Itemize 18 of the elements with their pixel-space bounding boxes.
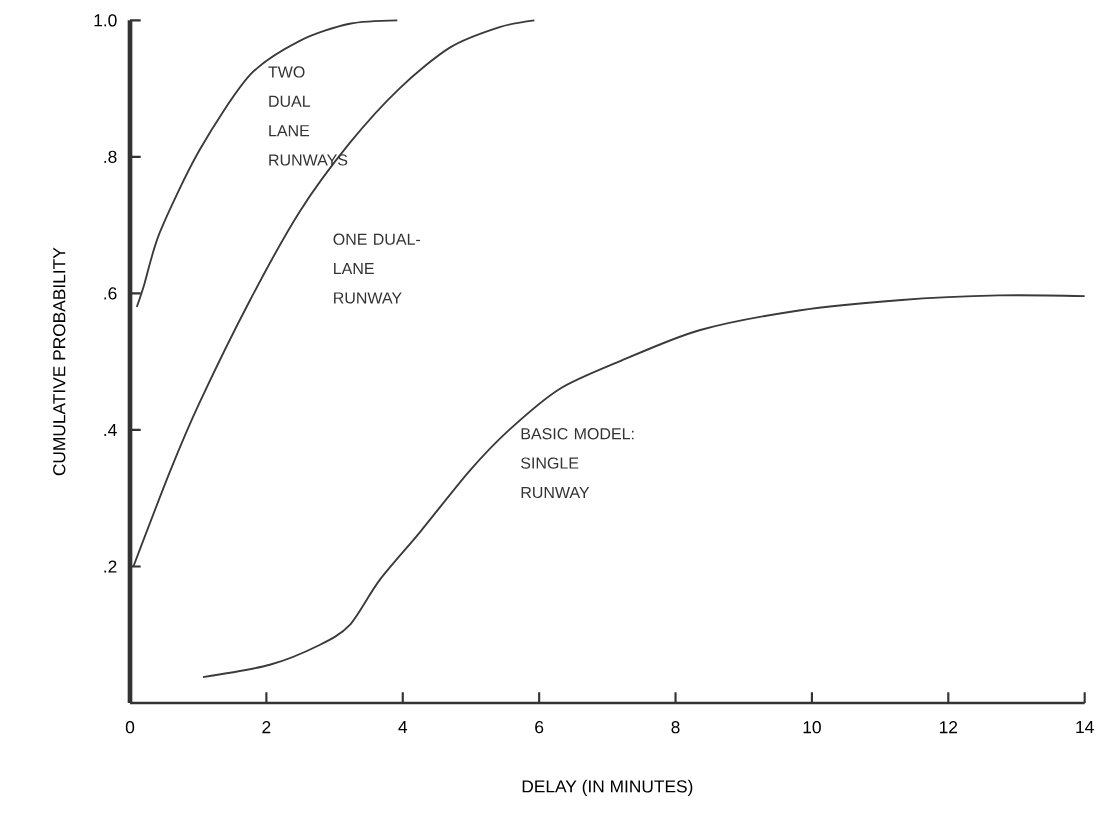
x-axis-title: DELAY (IN MINUTES) [522, 779, 693, 796]
series-label: BASIC MODEL: SINGLE RUNWAY [521, 428, 634, 499]
y-axis-title: CUMULATIVE PROBABILITY [53, 247, 66, 476]
x-tick-label: 6 [535, 721, 544, 734]
y-tick-label: .2 [104, 560, 117, 573]
x-tick-label: 8 [671, 721, 680, 734]
y-tick-label: .6 [104, 287, 117, 300]
x-tick-label: 4 [398, 721, 408, 733]
x-tick-label: 10 [803, 721, 821, 734]
y-tick-label: 1.0 [94, 14, 117, 27]
text: ONE DUAL-LANE RUNWAY [333, 233, 421, 304]
line-series [202, 294, 1086, 678]
y-tick-label: .8 [104, 150, 117, 163]
x-tick-label: 14 [1076, 721, 1094, 733]
x-tick-label: 2 [262, 721, 271, 734]
y-tick-label: .4 [104, 423, 117, 436]
x-tick-label: 0 [125, 721, 135, 734]
x-tick-label: 12 [939, 721, 958, 734]
